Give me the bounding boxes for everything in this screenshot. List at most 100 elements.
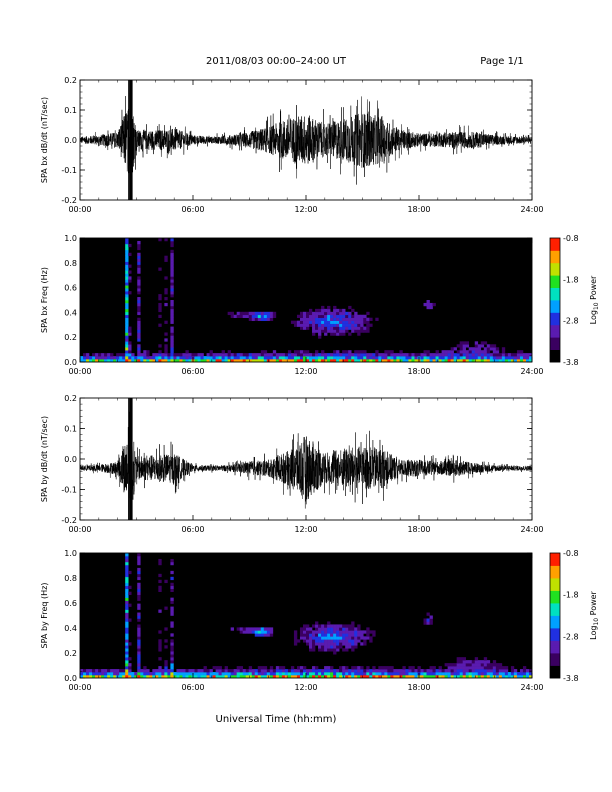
spectrogram-cell	[318, 639, 322, 643]
spectrogram-cell	[333, 669, 337, 673]
spectrogram-cell	[435, 672, 439, 676]
spectrogram-cell	[137, 264, 141, 268]
spectrogram-cell	[471, 353, 476, 357]
spectrogram-cell	[203, 359, 207, 362]
spectrogram-cell	[423, 359, 427, 362]
spectrogram-cell	[128, 270, 132, 274]
spectrogram-cell	[158, 573, 162, 578]
spectrogram-cell	[321, 630, 325, 634]
y-tick-label: 0.2	[64, 394, 77, 403]
spectrogram-cell	[296, 353, 301, 357]
spectrogram-cell	[462, 344, 466, 348]
colorbar-swatch	[550, 603, 560, 606]
spectrogram-cell	[263, 675, 268, 678]
spectrogram-cell	[336, 308, 340, 313]
spectrogram-cell	[170, 261, 174, 265]
spectrogram-cell	[266, 633, 271, 637]
colorbar-label: Log10 Power	[589, 275, 600, 324]
spectrogram-cell	[170, 600, 174, 604]
spectrogram-cell	[417, 669, 421, 673]
spectrogram-cell	[125, 320, 129, 324]
spectrogram-cell	[158, 238, 162, 242]
spectrogram-cell	[233, 353, 237, 357]
spectrogram-cell	[194, 356, 198, 360]
spectrogram-cell	[137, 573, 141, 578]
spectrogram-cell	[501, 356, 506, 360]
spectrogram-cell	[257, 630, 262, 634]
spectrogram-cell	[296, 323, 301, 327]
spectrogram-cell	[504, 672, 509, 676]
spectrogram-cell	[333, 627, 337, 631]
spectrogram-cell	[170, 258, 174, 262]
spectrogram-cell	[315, 320, 319, 324]
spectrogram-cell	[137, 570, 141, 575]
spectrogram-cell	[251, 672, 256, 676]
spectrogram-cell	[128, 585, 132, 590]
spectrogram-cell	[528, 353, 532, 357]
spectrogram-cell	[495, 347, 500, 351]
spectrogram-cell	[312, 675, 316, 678]
spectrogram-cell	[86, 675, 90, 678]
spectrogram-cell	[372, 633, 376, 637]
colorbar-swatch	[550, 291, 560, 295]
spectrogram-cell	[260, 317, 265, 321]
spectrogram-cell	[459, 356, 463, 360]
spectrogram-cell	[324, 624, 328, 628]
colorbar-swatch	[550, 613, 560, 616]
spectrogram-cell	[372, 672, 376, 676]
spectrogram-cell	[275, 669, 280, 673]
spectrogram-cell	[489, 672, 494, 676]
spectrogram-cell	[450, 666, 454, 670]
spectrogram-cell	[107, 672, 111, 676]
spectrogram-cell	[405, 669, 409, 673]
spectrogram-cell	[125, 261, 129, 265]
spectrogram-cell	[321, 326, 325, 330]
spectrogram-cell	[333, 311, 337, 316]
spectrogram-cell	[474, 341, 479, 345]
spectrogram-cell	[254, 314, 259, 319]
colorbar-tick-label: -1.8	[563, 591, 579, 600]
spectrogram-cell	[318, 356, 322, 360]
spectrogram-cell	[119, 669, 123, 673]
spectrogram-cell	[459, 663, 463, 667]
spectrogram-cell	[333, 642, 337, 646]
spectrogram-cell	[164, 666, 168, 670]
spectrogram-cell	[143, 356, 147, 360]
spectrogram-cell	[110, 356, 114, 360]
spectrogram-cell	[414, 353, 418, 357]
colorbar-swatch	[550, 634, 560, 637]
spectrogram-cell	[164, 606, 168, 610]
spectrogram-cell	[83, 356, 87, 360]
spectrogram-cell	[137, 660, 141, 664]
spectrogram-cell	[315, 317, 319, 321]
spectrogram-cell	[197, 356, 201, 360]
spectrogram-cell	[411, 675, 415, 678]
spectrogram-cell	[468, 672, 473, 676]
spectrogram-cell	[224, 666, 228, 670]
spectrogram-cell	[309, 308, 313, 313]
x-tick-label: 18:00	[407, 367, 430, 376]
spectrogram-cell	[519, 353, 524, 357]
spectrogram-cell	[128, 329, 132, 333]
spectrogram-cell	[281, 359, 286, 362]
spectrogram-cell	[348, 633, 352, 637]
spectrogram-cell	[363, 639, 367, 643]
spectrogram-cell	[239, 675, 244, 678]
spectrogram-cell	[354, 672, 358, 676]
spectrogram-cell	[345, 356, 349, 360]
spectrogram-cell	[330, 332, 334, 336]
spectrogram-cell	[318, 317, 322, 321]
spectrogram-cell	[137, 615, 141, 619]
spectrogram-cell	[495, 350, 500, 354]
spectrogram-cell	[366, 320, 370, 324]
spectrogram-cell	[522, 669, 527, 673]
spectrogram-cell	[354, 666, 358, 670]
x-tick-label: 24:00	[520, 525, 543, 534]
spectrogram-cell	[89, 675, 93, 678]
spectrogram-cell	[474, 657, 479, 661]
spectrogram-cell	[236, 353, 240, 357]
spectrogram-cell	[357, 636, 361, 640]
spectrogram-cell	[137, 651, 141, 655]
spectrogram-cell	[345, 639, 349, 643]
spectrogram-cell	[239, 672, 244, 676]
